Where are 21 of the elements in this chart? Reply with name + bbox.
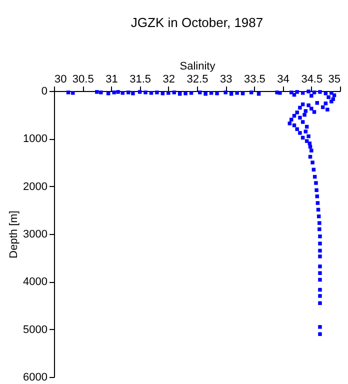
y-tick-label: 3000 bbox=[23, 228, 48, 240]
y-tick-label: 1000 bbox=[23, 133, 48, 146]
x-tick-label: 32.5 bbox=[186, 74, 208, 86]
x-tick-label: 30 bbox=[54, 74, 67, 86]
y-tick-label: 0 bbox=[41, 86, 48, 98]
x-tick-label: 30.5 bbox=[72, 74, 94, 86]
x-tick-label: 35 bbox=[328, 74, 340, 86]
x-tick-label: 32 bbox=[162, 74, 176, 86]
y-tick-label: 6000 bbox=[23, 372, 48, 384]
x-tick-label: 34.5 bbox=[301, 74, 323, 86]
x-axis-title: Salinity bbox=[180, 60, 216, 72]
x-tick-label: 34 bbox=[277, 74, 290, 86]
y-tick-label: 2000 bbox=[23, 180, 48, 193]
y-tick-label: 4000 bbox=[23, 276, 48, 288]
x-tick-label: 33.5 bbox=[244, 74, 266, 86]
chart-title: JGZK in October, 1987 bbox=[130, 15, 264, 30]
x-tick-label: 31.5 bbox=[130, 74, 152, 86]
x-tick-label: 31 bbox=[106, 74, 118, 86]
y-tick-label: 5000 bbox=[23, 324, 48, 336]
x-tick-label: 33 bbox=[220, 74, 232, 86]
y-axis-title: Depth [m] bbox=[8, 210, 20, 258]
